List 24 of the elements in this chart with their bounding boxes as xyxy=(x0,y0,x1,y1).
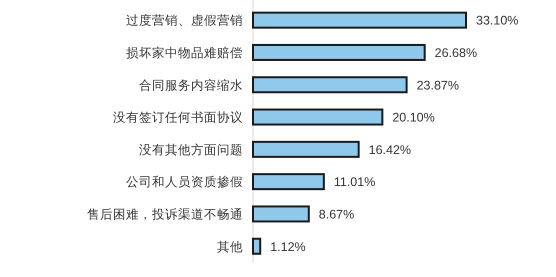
y-tick-label: 没有其他方面问题 xyxy=(139,142,243,157)
y-tick-label: 没有签订任何书面协议 xyxy=(113,110,243,125)
bar xyxy=(252,76,408,94)
bar xyxy=(252,108,384,126)
data-label: 26.68% xyxy=(434,46,478,60)
bar xyxy=(252,173,325,190)
y-tick-label: 过度营销、虚假营销 xyxy=(126,12,243,28)
bar xyxy=(252,238,262,255)
y-tick-label: 损坏家中物品难赔偿 xyxy=(126,44,243,60)
y-tick-label: 公司和人员资质掺假 xyxy=(126,175,243,190)
bar xyxy=(252,44,426,61)
data-label: 8.67% xyxy=(318,207,354,222)
data-label: 33.10% xyxy=(476,14,518,28)
data-label: 23.87% xyxy=(416,78,460,92)
y-tick-label: 售后困难，投诉渠道不畅通 xyxy=(87,207,243,222)
bar xyxy=(252,140,360,158)
bar xyxy=(252,12,467,29)
bar xyxy=(252,205,310,222)
data-label: 16.42% xyxy=(368,142,412,157)
data-label: 1.12% xyxy=(270,240,306,254)
data-label: 20.10% xyxy=(392,110,435,125)
y-tick-label: 合同服务内容缩水 xyxy=(139,77,243,92)
data-label: 11.01% xyxy=(334,175,376,190)
y-tick-label: 其他 xyxy=(217,240,243,254)
